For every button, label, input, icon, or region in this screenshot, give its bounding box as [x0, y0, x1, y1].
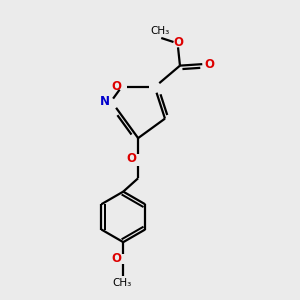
Text: O: O — [204, 58, 214, 70]
Text: O: O — [111, 80, 121, 93]
Text: O: O — [112, 252, 122, 265]
Text: N: N — [100, 94, 110, 108]
Text: O: O — [127, 152, 136, 165]
Text: CH₃: CH₃ — [112, 278, 131, 288]
Text: O: O — [174, 36, 184, 49]
Text: CH₃: CH₃ — [150, 26, 170, 37]
